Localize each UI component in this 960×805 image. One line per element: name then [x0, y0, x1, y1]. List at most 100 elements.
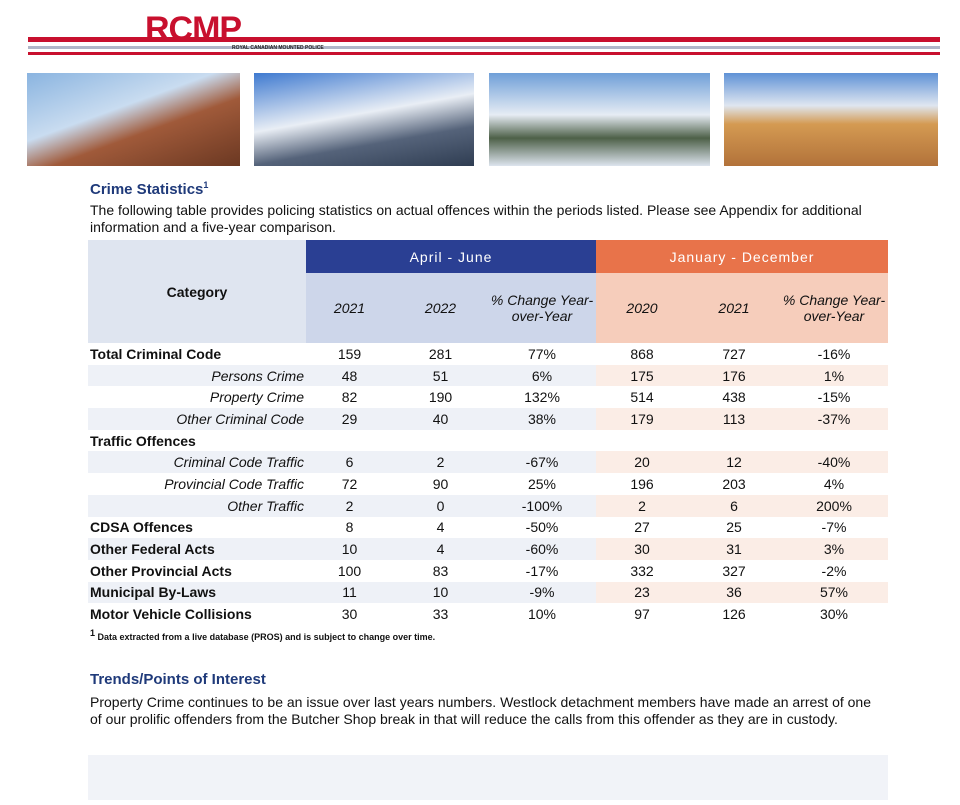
subheader-row: 2021 2022% Change Year-over-Year 2020 2021%… [88, 273, 888, 343]
intro: The following table provides policing st… [90, 202, 862, 235]
column-header: 2022 [393, 273, 488, 343]
cell [688, 430, 780, 452]
footnote-mark: 1 [90, 628, 96, 638]
cell: 38% [488, 408, 596, 430]
cell: -100% [488, 494, 596, 517]
cell: 10% [527, 606, 557, 623]
cell: 33 [432, 606, 449, 623]
photo [254, 73, 474, 166]
row: Total Criminal Code 159 281 77% 868 727 -16% [88, 343, 888, 365]
row-label: Criminal Code Traffic [88, 451, 306, 474]
column-header: 2021 [306, 273, 393, 343]
cell: 83 [432, 562, 449, 579]
row-label: Total Criminal Code [90, 345, 222, 362]
cell: 72 [341, 475, 358, 492]
cell: 8 [345, 519, 354, 536]
cell: 51 [393, 364, 488, 387]
header-row: Category April - June January - December [88, 240, 888, 343]
title-text: Crime Statistics [90, 181, 204, 198]
cell [306, 430, 393, 452]
cell: 30 [596, 538, 688, 560]
sub-row: Criminal Code Traffic 6 2 -67% 20 12 -40% [88, 451, 888, 474]
cell: 25 [726, 519, 742, 536]
cell: 196 [630, 475, 654, 492]
cell: 200% [780, 494, 888, 517]
row-label: Property Crime [209, 389, 304, 406]
cell: 31 [688, 538, 780, 560]
sub-row: Provincial Code Traffic 72 90 25% 196 203 4% [88, 473, 888, 495]
cell: 77% [527, 345, 557, 362]
cell: 4% [823, 475, 845, 492]
row: Motor Vehicle Collisions 30 33 10% 97 126 30% [88, 603, 888, 625]
cell: 3% [780, 538, 888, 560]
cell: 0 [393, 494, 488, 517]
cell: 40 [393, 408, 488, 430]
cell: -9% [488, 581, 596, 604]
cell: 12 [688, 451, 780, 474]
cell: 159 [337, 345, 362, 362]
cell: 82 [341, 389, 358, 406]
cell [488, 430, 596, 452]
row-label: Traffic Offences [90, 432, 196, 449]
photo [489, 73, 710, 166]
cell: 175 [596, 364, 688, 387]
column-header: % Change Year-over-Year [488, 273, 596, 343]
header-rule [28, 37, 940, 42]
row: Other Federal Acts 10 4 -60% 30 31 3% [88, 538, 888, 560]
row: CDSA Offences 8 4 -50% 27 25 -7% [88, 517, 888, 539]
cell: 179 [596, 408, 688, 430]
row-label: Municipal By-Laws [88, 581, 306, 604]
cell: -37% [780, 408, 888, 430]
group-header: January - December [596, 240, 888, 273]
group-header: April - June [306, 240, 596, 273]
sub-row: Other Traffic 2 0 -100% 2 6 200% [88, 494, 888, 517]
cell: 203 [722, 475, 746, 492]
photo [27, 73, 240, 166]
sub-row: Persons Crime 48 51 6% 175 176 1% [88, 364, 888, 387]
row-label: Provincial Code Traffic [164, 475, 304, 492]
cell: -40% [780, 451, 888, 474]
cell [596, 430, 688, 452]
cell: 132% [524, 389, 560, 406]
sub-row: Property Crime 82 190 132% 514 438 -15% [88, 386, 888, 408]
row-label: Other Provincial Acts [90, 562, 232, 579]
cell: 10 [393, 581, 488, 604]
cell: 11 [306, 581, 393, 604]
row-label: Other Criminal Code [88, 408, 306, 430]
cell: -67% [488, 451, 596, 474]
row: Municipal By-Laws 11 10 -9% 23 36 57% [88, 581, 888, 604]
cell: 29 [306, 408, 393, 430]
cell: 1% [780, 364, 888, 387]
logo: RCMP [145, 10, 242, 48]
cell: -60% [488, 538, 596, 560]
cell: 190 [428, 389, 453, 406]
cell [780, 430, 888, 452]
cell: 4 [436, 519, 445, 536]
cell: -16% [817, 345, 851, 362]
cell: 332 [630, 562, 654, 579]
cell: -15% [817, 389, 851, 406]
logo-tagline: ROYAL CANADIAN MOUNTED POLICE [232, 45, 324, 51]
cell: 281 [428, 345, 453, 362]
cell: 6% [488, 364, 596, 387]
cell: 20 [596, 451, 688, 474]
row-label: Other Federal Acts [88, 538, 306, 560]
row-label: Other Traffic [88, 494, 306, 517]
cell: 113 [688, 408, 780, 430]
column-header: 2020 [596, 273, 688, 343]
cell: 2 [393, 451, 488, 474]
cell: 727 [722, 345, 746, 362]
cell: 4 [393, 538, 488, 560]
header-rule [28, 52, 940, 55]
cell: -50% [525, 519, 559, 536]
cell: 27 [634, 519, 650, 536]
row-label: CDSA Offences [90, 519, 193, 536]
cell: 97 [634, 606, 650, 623]
cell: 327 [722, 562, 746, 579]
cell: 126 [722, 606, 746, 623]
trends-title: Trends/Points of Interest [90, 671, 266, 688]
cell: 438 [722, 389, 746, 406]
cell: 2 [306, 494, 393, 517]
cell: 48 [306, 364, 393, 387]
stats-table: Category April - June January - December 20… [88, 240, 888, 625]
